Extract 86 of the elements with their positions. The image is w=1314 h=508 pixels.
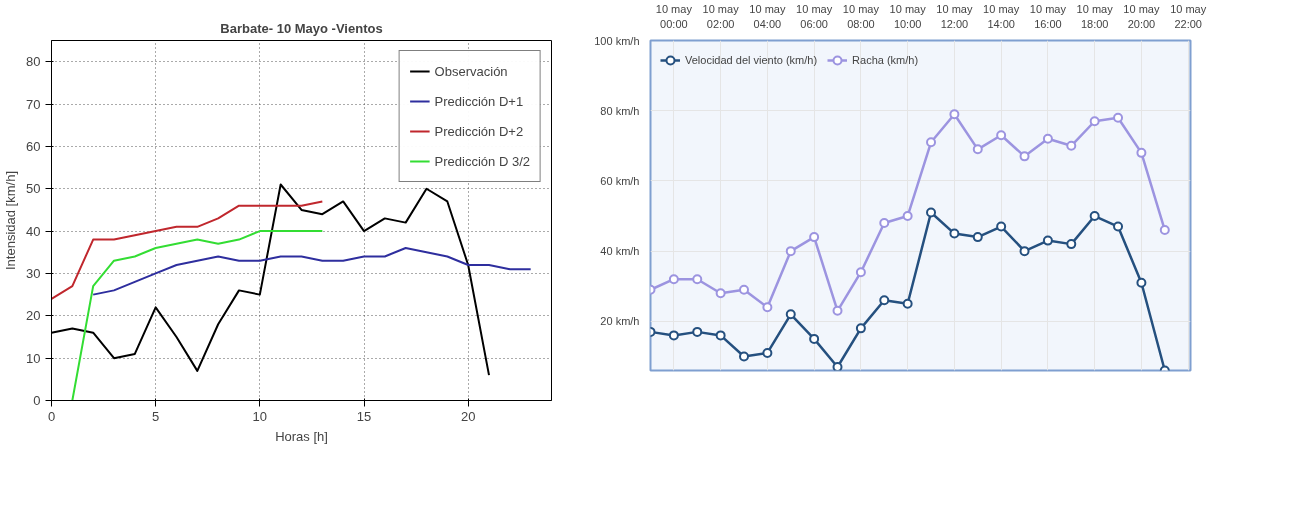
point [692, 326, 703, 337]
point [902, 298, 913, 309]
x-tick-label: 10 may 08:00 [842, 3, 880, 30]
chart-title: Barbate- 10 Mayo -Vientos [220, 20, 383, 36]
x-tick-label: 10 may 14:00 [983, 3, 1020, 30]
x-tick-label: 5 [152, 408, 160, 424]
x-axis-title: Horas [h] [275, 428, 328, 444]
y-tick-label: 60 [26, 138, 41, 154]
y-tick-label: 20 km/h [600, 315, 640, 328]
point [809, 333, 820, 344]
point [879, 295, 890, 306]
legend-label: Predicción D+1 [434, 93, 524, 109]
x-tick-label: 10 may 00:00 [655, 3, 693, 30]
x-tick-label: 15 [356, 408, 372, 424]
point [692, 274, 703, 285]
line-series [92, 247, 532, 296]
point [668, 330, 679, 341]
point [668, 274, 679, 285]
point [785, 246, 796, 257]
point [809, 232, 820, 243]
point [832, 305, 843, 316]
y-tick-label: 40 km/h [600, 245, 640, 258]
x-tick-label: 10 may 04:00 [749, 3, 786, 30]
point [972, 144, 983, 155]
x-tick-label: 10 may 10:00 [889, 3, 927, 30]
point [785, 309, 796, 320]
point [1113, 112, 1124, 123]
legend-label: Predicción D+2 [434, 123, 524, 139]
point [902, 211, 913, 222]
x-tick-label: 20 [460, 408, 476, 424]
point [1113, 221, 1124, 232]
y-tick-label: 60 km/h [600, 174, 640, 187]
point [1042, 133, 1053, 144]
y-tick-label: 30 [26, 265, 41, 281]
point [1066, 140, 1077, 151]
x-tick-label: 10 may 22:00 [1170, 3, 1207, 30]
x-tick-label: 10 may 06:00 [796, 3, 833, 30]
point [762, 347, 773, 358]
point [879, 218, 890, 229]
x-tick-label: 10 may 02:00 [702, 3, 740, 30]
legend-label: Velocidad del viento (km/h) [685, 54, 818, 66]
y-tick-label: 40 [26, 223, 41, 239]
point [1089, 211, 1100, 222]
point [996, 221, 1007, 232]
y-tick-label: 20 [26, 308, 41, 324]
point [1019, 151, 1030, 162]
point [739, 351, 750, 362]
x-tick-label: 0 [47, 408, 56, 424]
x-tick-label: 10 may 20:00 [1123, 3, 1160, 30]
line-series [51, 200, 324, 300]
point [1159, 225, 1170, 236]
point [1019, 246, 1030, 257]
legend-label: Predicción D 3/2 [434, 153, 530, 169]
y-tick-label: 0 [33, 393, 41, 408]
y-axis-title: Intensidad [km/h] [3, 171, 19, 270]
point [1136, 277, 1147, 288]
point [855, 323, 866, 334]
point [972, 232, 983, 243]
point [949, 228, 960, 239]
y-tick-label: 10 [26, 350, 41, 366]
y-tick-label: 100 km/h [594, 34, 640, 47]
y-tick-label: 80 km/h [600, 104, 640, 117]
x-tick-label: 10 may 12:00 [936, 3, 973, 30]
point [1089, 116, 1100, 127]
x-tick-label: 10 may 18:00 [1076, 3, 1114, 30]
y-tick-label: 70 [26, 96, 41, 112]
point [715, 330, 726, 341]
x-tick-label: 10 may 16:00 [1029, 3, 1067, 30]
point [855, 267, 866, 278]
y-tick-label: 80 [26, 54, 41, 70]
point [926, 207, 937, 218]
point [1066, 239, 1077, 250]
point [1042, 235, 1053, 246]
point [996, 130, 1007, 141]
point [926, 137, 937, 148]
point [949, 109, 960, 120]
point [739, 284, 750, 295]
legend-label: Observación [434, 63, 508, 79]
point [832, 362, 843, 371]
line-series [71, 230, 324, 401]
x-tick-label: 10 [252, 408, 268, 424]
point [762, 302, 773, 313]
legend-label: Racha (km/h) [852, 54, 919, 66]
point [1136, 147, 1147, 158]
point [715, 288, 726, 299]
y-tick-label: 50 [26, 181, 41, 197]
